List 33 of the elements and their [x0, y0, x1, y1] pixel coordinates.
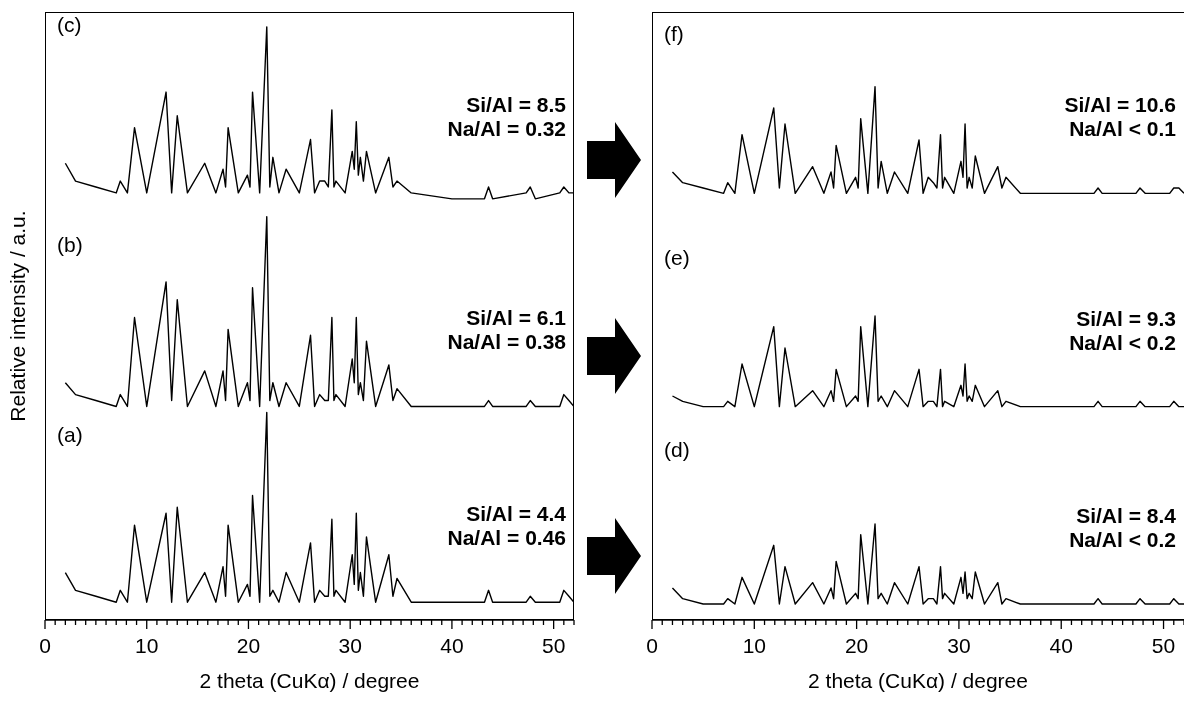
annotation: (a)	[57, 422, 83, 447]
x-tick-label: 20	[236, 634, 261, 657]
annotation: (e)	[664, 246, 690, 270]
x-tick-label: 0	[646, 634, 658, 657]
x-tick-label: 50	[1151, 634, 1176, 657]
x-tick-label: 0	[39, 634, 51, 657]
annotation: Na/Al < 0.2	[1069, 528, 1176, 552]
x-tick-label: 40	[440, 634, 464, 657]
annotation: Si/Al = 4.4	[466, 502, 566, 527]
annotation: Si/Al = 8.4	[1076, 504, 1176, 528]
annotation: Si/Al = 10.6	[1064, 93, 1176, 118]
annotation: Si/Al = 8.5	[466, 92, 566, 117]
annotation: Na/Al = 0.46	[447, 526, 566, 551]
x-tick-label: 30	[338, 634, 362, 657]
x-tick-label: 30	[947, 634, 971, 657]
annotation: Na/Al < 0.1	[1069, 117, 1176, 142]
annotation: Na/Al = 0.38	[447, 330, 566, 355]
annotation: (b)	[57, 232, 83, 257]
annotation: Na/Al < 0.2	[1069, 330, 1176, 355]
text: (f)	[664, 22, 684, 46]
annotation: (c)	[57, 13, 82, 38]
x-tick-label: 10	[742, 634, 766, 657]
x-tick-label: 50	[541, 634, 566, 657]
annotation: Na/Al = 0.32	[447, 116, 566, 141]
x-axis-title: 2 theta (CuKα) / degree	[807, 669, 1029, 693]
x-tick-label: 40	[1049, 634, 1073, 657]
x-tick-label: 10	[135, 634, 159, 657]
annotation: Si/Al = 9.3	[1076, 306, 1176, 331]
annotation: Si/Al = 6.1	[466, 306, 566, 331]
x-axis-title: 2 theta (CuKα) / degree	[198, 669, 421, 693]
annotation: (d)	[664, 438, 690, 462]
y-axis-title: Relative intensity / a.u.	[6, 210, 30, 422]
x-tick-label: 20	[844, 634, 869, 657]
